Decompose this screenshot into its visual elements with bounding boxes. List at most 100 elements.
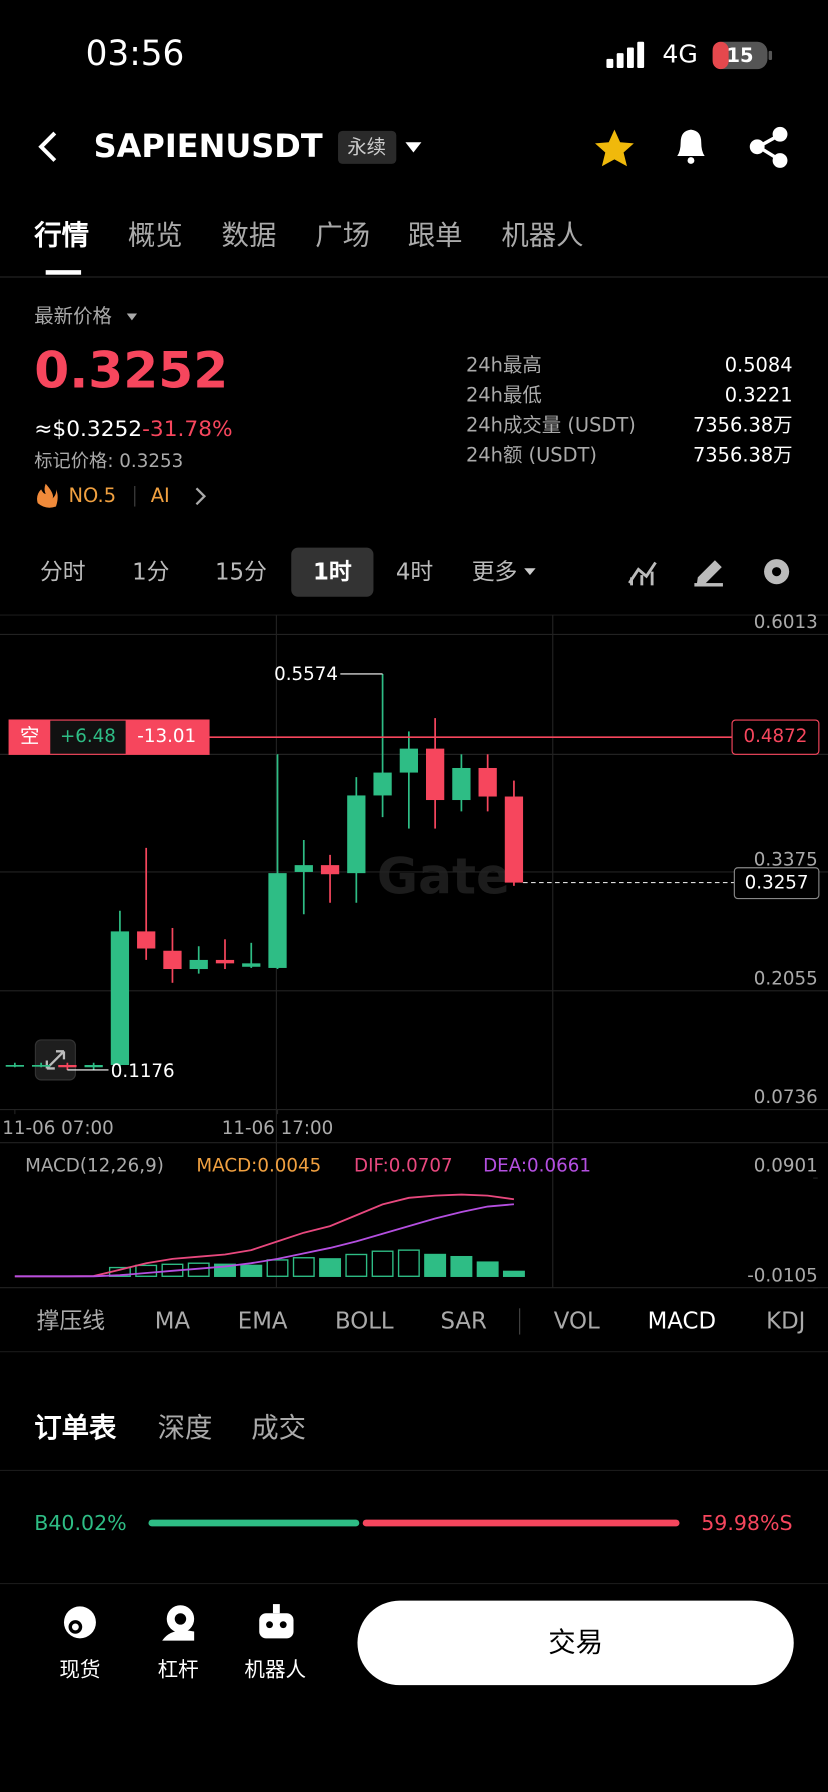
usd-price-line: ≈$0.3252-31.78% bbox=[34, 417, 232, 442]
y-tick-label: 0.3375 bbox=[754, 850, 818, 871]
tab[interactable]: 广场 bbox=[315, 221, 370, 252]
interval[interactable]: 1分 bbox=[132, 559, 169, 585]
indicator-icon[interactable] bbox=[628, 561, 657, 586]
candle-body bbox=[215, 959, 235, 964]
buy-label-line: B40.02% bbox=[34, 1511, 126, 1535]
macd-title: MACD(12,26,9) bbox=[25, 1156, 164, 1177]
tab[interactable]: 机器人 bbox=[501, 221, 583, 252]
interval[interactable]: 4时 bbox=[396, 559, 433, 585]
battery-text: 15 bbox=[727, 44, 754, 67]
position-side-bg bbox=[9, 720, 51, 755]
symbol-dropdown[interactable] bbox=[405, 142, 422, 153]
margin-icon[interactable] bbox=[162, 1605, 195, 1641]
x-tick-label: 11-06 17:00 bbox=[222, 1118, 334, 1139]
position-pnl-alt: -13.01 bbox=[137, 726, 196, 747]
price-dropdown[interactable] bbox=[126, 313, 138, 321]
stat-value: 0.3221 bbox=[725, 384, 793, 407]
status-time: 03:56 bbox=[86, 34, 185, 74]
share-icon[interactable] bbox=[749, 126, 788, 168]
nav-label[interactable]: 机器人 bbox=[244, 1657, 306, 1681]
candle-body bbox=[31, 1065, 51, 1067]
usd-price: ≈$0.3252 bbox=[34, 417, 142, 442]
stat-label: 24h最高 bbox=[466, 354, 542, 377]
trade-button[interactable] bbox=[357, 1600, 794, 1686]
back-button[interactable] bbox=[38, 131, 57, 162]
last-price: 0.3252 bbox=[34, 341, 228, 400]
fire-icon bbox=[37, 483, 58, 508]
interval[interactable]: 1时 bbox=[313, 559, 352, 585]
indicator[interactable]: BOLL bbox=[335, 1308, 394, 1334]
tab-underline bbox=[45, 270, 82, 275]
tab[interactable]: 概览 bbox=[128, 221, 183, 252]
tag-chevron[interactable] bbox=[195, 487, 207, 506]
x-tick-label: 11-06 07:00 bbox=[2, 1118, 114, 1139]
indicator[interactable]: SAR bbox=[440, 1308, 487, 1334]
interval[interactable]: 分时 bbox=[40, 559, 86, 585]
macd-bar bbox=[502, 1270, 525, 1277]
y-tick-label: 0.0901 bbox=[754, 1156, 818, 1177]
dea-label: DEA:0.0661 bbox=[483, 1156, 591, 1177]
trade-button-label[interactable]: 交易 bbox=[548, 1628, 603, 1659]
sell-bar bbox=[362, 1519, 680, 1527]
interval[interactable]: 更多 bbox=[472, 559, 518, 585]
settings-icon[interactable] bbox=[764, 559, 790, 585]
macd-bar bbox=[319, 1258, 342, 1277]
candle-body bbox=[320, 865, 340, 875]
stat-value: 0.5084 bbox=[725, 354, 793, 377]
more-dropdown[interactable] bbox=[524, 568, 536, 576]
y-tick-label: 0.6013 bbox=[754, 612, 818, 633]
buy-percent: 40.02% bbox=[48, 1511, 126, 1535]
orderbook-tab[interactable]: 成交 bbox=[251, 1413, 306, 1444]
indicator[interactable]: EMA bbox=[238, 1308, 288, 1334]
macd-bar bbox=[450, 1255, 473, 1277]
indicator[interactable]: 撑压线 bbox=[37, 1308, 105, 1334]
signal-icon bbox=[606, 41, 645, 68]
spot-icon[interactable] bbox=[63, 1606, 96, 1639]
stat-label: 24h成交量 (USDT) bbox=[466, 414, 636, 437]
expand-icon[interactable] bbox=[34, 1039, 76, 1081]
dif-line bbox=[14, 1193, 515, 1278]
candle-body bbox=[504, 796, 524, 883]
orderbook-tab[interactable]: 深度 bbox=[158, 1413, 213, 1444]
indicator[interactable]: MA bbox=[155, 1308, 191, 1334]
stat-value: 7356.38万 bbox=[693, 414, 793, 437]
macd-bar bbox=[371, 1250, 394, 1277]
indicator[interactable]: VOL bbox=[554, 1308, 600, 1334]
indicator[interactable]: MACD bbox=[648, 1308, 716, 1334]
tab[interactable]: 数据 bbox=[222, 221, 277, 252]
candle-body bbox=[242, 963, 261, 967]
high-label: 0.5574 bbox=[274, 664, 338, 685]
candle-body bbox=[478, 767, 497, 797]
candle-body bbox=[189, 959, 208, 970]
macd-bar bbox=[476, 1261, 499, 1277]
bell-icon[interactable] bbox=[677, 129, 705, 164]
macd-bar bbox=[397, 1249, 420, 1277]
tab[interactable]: 行情 bbox=[33, 220, 89, 252]
interval[interactable]: 15分 bbox=[215, 559, 267, 585]
y-tick-label: 0.0736 bbox=[754, 1087, 818, 1108]
macd-bar bbox=[292, 1257, 315, 1277]
buy-bar bbox=[148, 1519, 360, 1527]
indicator[interactable]: KDJ bbox=[766, 1308, 805, 1334]
nav-label[interactable]: 现货 bbox=[59, 1657, 100, 1681]
position-pnl: +6.48 bbox=[60, 726, 116, 747]
candle-body bbox=[268, 873, 287, 968]
y-tick-label: 0.2055 bbox=[754, 968, 818, 989]
nav-label[interactable]: 杠杆 bbox=[158, 1657, 199, 1681]
y-tick-label: -0.0105 bbox=[747, 1265, 818, 1286]
candle-body bbox=[373, 772, 392, 796]
interval-active-bg bbox=[291, 547, 374, 597]
draw-icon[interactable] bbox=[694, 560, 723, 587]
candle-body bbox=[137, 931, 156, 949]
favorite-icon[interactable] bbox=[595, 129, 634, 167]
tab[interactable]: 跟单 bbox=[408, 221, 463, 252]
orderbook-tab[interactable]: 订单表 bbox=[34, 1413, 117, 1444]
candle-body bbox=[5, 1065, 24, 1067]
candle-body bbox=[399, 748, 418, 773]
macd-bar bbox=[240, 1264, 263, 1277]
change: -31.78% bbox=[142, 417, 233, 442]
macd-bar bbox=[345, 1253, 368, 1277]
bot-icon[interactable] bbox=[259, 1604, 294, 1639]
position-price: 0.4872 bbox=[744, 726, 808, 747]
